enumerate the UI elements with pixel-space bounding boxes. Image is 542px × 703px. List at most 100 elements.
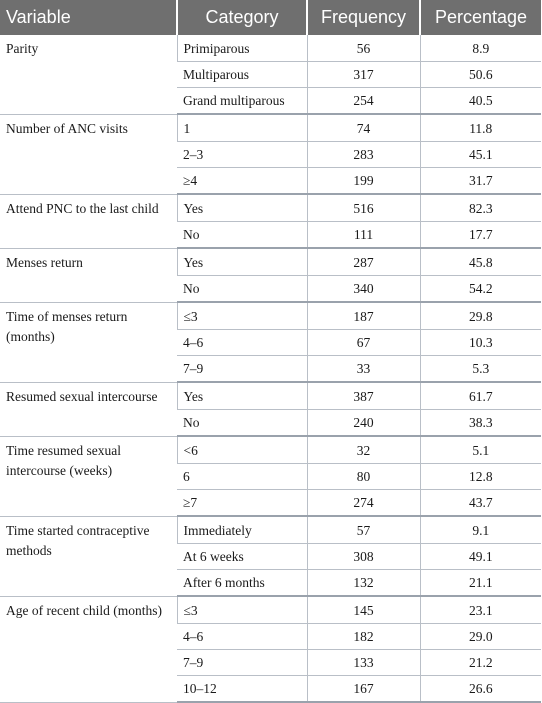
table-row: 7–9 133 21.2 xyxy=(0,649,541,676)
table-row: 7–9 33 5.3 xyxy=(0,355,541,383)
table-row: No 340 54.2 xyxy=(0,275,541,303)
category-cell: Multiparous xyxy=(177,61,307,88)
category-cell: After 6 months xyxy=(177,569,307,597)
frequency-cell: 317 xyxy=(306,61,420,88)
frequency-cell: 80 xyxy=(306,463,420,490)
frequency-cell: 240 xyxy=(306,409,420,437)
category-cell: At 6 weeks xyxy=(177,543,307,570)
category-cell: Yes xyxy=(176,194,307,222)
variable-cell: Menses return xyxy=(0,248,177,303)
header-frequency: Frequency xyxy=(306,0,420,35)
percentage-cell: 5.3 xyxy=(419,355,541,383)
category-cell: Yes xyxy=(176,382,307,410)
category-cell: 10–12 xyxy=(177,675,307,703)
category-cell: No xyxy=(177,275,307,303)
category-cell: 2–3 xyxy=(177,141,307,168)
category-cell: No xyxy=(177,221,307,249)
frequency-cell: 67 xyxy=(306,329,420,356)
frequency-cell: 199 xyxy=(306,167,420,195)
percentage-cell: 8.9 xyxy=(419,35,541,62)
frequency-cell: 133 xyxy=(306,649,420,676)
category-cell: Primiparous xyxy=(176,35,307,62)
header-row: Variable Category Frequency Percentage xyxy=(0,0,541,35)
table-row: 2–3 283 45.1 xyxy=(0,141,541,168)
variable-cell: Time resumed sexual intercourse (weeks) xyxy=(0,436,177,517)
percentage-cell: 43.7 xyxy=(419,489,541,517)
frequency-cell: 254 xyxy=(306,87,420,115)
category-cell: ≥7 xyxy=(177,489,307,517)
table-row: Multiparous 317 50.6 xyxy=(0,61,541,88)
percentage-cell: 50.6 xyxy=(419,61,541,88)
category-cell: 4–6 xyxy=(177,329,307,356)
percentage-cell: 26.6 xyxy=(419,675,541,703)
table-row: ≥4 199 31.7 xyxy=(0,167,541,195)
category-cell: Grand multiparous xyxy=(177,87,307,115)
variable-cell: Age of recent child (months) xyxy=(0,596,177,703)
percentage-cell: 61.7 xyxy=(419,382,541,410)
percentage-cell: 21.1 xyxy=(419,569,541,597)
table-row: 4–6 67 10.3 xyxy=(0,329,541,356)
percentage-cell: 38.3 xyxy=(419,409,541,437)
header-percentage: Percentage xyxy=(419,0,541,35)
category-cell: ≤3 xyxy=(176,596,307,624)
table-row: Resumed sexual intercourse Yes 387 61.7 xyxy=(0,382,541,437)
percentage-cell: 12.8 xyxy=(419,463,541,490)
frequency-cell: 287 xyxy=(306,248,420,276)
percentage-cell: 9.1 xyxy=(419,516,541,544)
category-cell: 7–9 xyxy=(177,355,307,383)
category-cell: 6 xyxy=(177,463,307,490)
category-cell: Yes xyxy=(176,248,307,276)
variable-cell: Time started contraceptive methods xyxy=(0,516,177,597)
table-row: ≥7 274 43.7 xyxy=(0,489,541,517)
category-cell: Immediately xyxy=(176,516,307,544)
percentage-cell: 29.0 xyxy=(419,623,541,650)
table-row: Grand multiparous 254 40.5 xyxy=(0,87,541,115)
percentage-cell: 5.1 xyxy=(419,436,541,464)
frequency-cell: 145 xyxy=(306,596,420,624)
percentage-cell: 11.8 xyxy=(419,114,541,142)
header-variable: Variable xyxy=(0,0,177,35)
table-row: Attend PNC to the last child Yes 516 82.3 xyxy=(0,194,541,249)
frequency-cell: 132 xyxy=(306,569,420,597)
table-row: After 6 months 132 21.1 xyxy=(0,569,541,597)
category-cell: 4–6 xyxy=(177,623,307,650)
percentage-cell: 31.7 xyxy=(419,167,541,195)
frequency-cell: 33 xyxy=(306,355,420,383)
percentage-cell: 29.8 xyxy=(419,302,541,330)
variable-cell: Parity xyxy=(0,35,177,115)
category-cell: ≤3 xyxy=(176,302,307,330)
variable-cell: Time of menses return (months) xyxy=(0,302,177,383)
frequency-cell: 182 xyxy=(306,623,420,650)
table-row: 6 80 12.8 xyxy=(0,463,541,490)
table-row: No 111 17.7 xyxy=(0,221,541,249)
table-row: Time of menses return (months) ≤3 187 29.8 xyxy=(0,302,541,383)
percentage-cell: 54.2 xyxy=(419,275,541,303)
variable-cell: Number of ANC visits xyxy=(0,114,177,195)
table-row: At 6 weeks 308 49.1 xyxy=(0,543,541,570)
category-cell: 1 xyxy=(176,114,307,142)
variable-cell: Attend PNC to the last child xyxy=(0,194,177,249)
category-cell: ≥4 xyxy=(177,167,307,195)
table-header: Variable Category Frequency Percentage xyxy=(0,0,541,35)
category-cell: <6 xyxy=(176,436,307,464)
frequency-cell: 74 xyxy=(306,114,420,142)
percentage-cell: 17.7 xyxy=(419,221,541,249)
percentage-cell: 45.1 xyxy=(419,141,541,168)
percentage-cell: 82.3 xyxy=(419,194,541,222)
frequency-cell: 387 xyxy=(306,382,420,410)
category-cell: 7–9 xyxy=(177,649,307,676)
frequency-cell: 516 xyxy=(306,194,420,222)
table-row: Time started contraceptive methods Immedi… xyxy=(0,516,541,597)
percentage-cell: 21.2 xyxy=(419,649,541,676)
percentage-cell: 40.5 xyxy=(419,87,541,115)
header-category: Category xyxy=(176,0,307,35)
table-row: 4–6 182 29.0 xyxy=(0,623,541,650)
frequency-cell: 32 xyxy=(306,436,420,464)
frequency-cell: 167 xyxy=(306,675,420,703)
table-row: Menses return Yes 287 45.8 xyxy=(0,248,541,303)
table-body: Parity Primiparous 56 8.9 Multiparous 317 50.6… xyxy=(0,35,541,703)
frequency-cell: 111 xyxy=(306,221,420,249)
table-row: Time resumed sexual intercourse (weeks) <… xyxy=(0,436,541,517)
table-row: Number of ANC visits 1 74 11.8 xyxy=(0,114,541,195)
